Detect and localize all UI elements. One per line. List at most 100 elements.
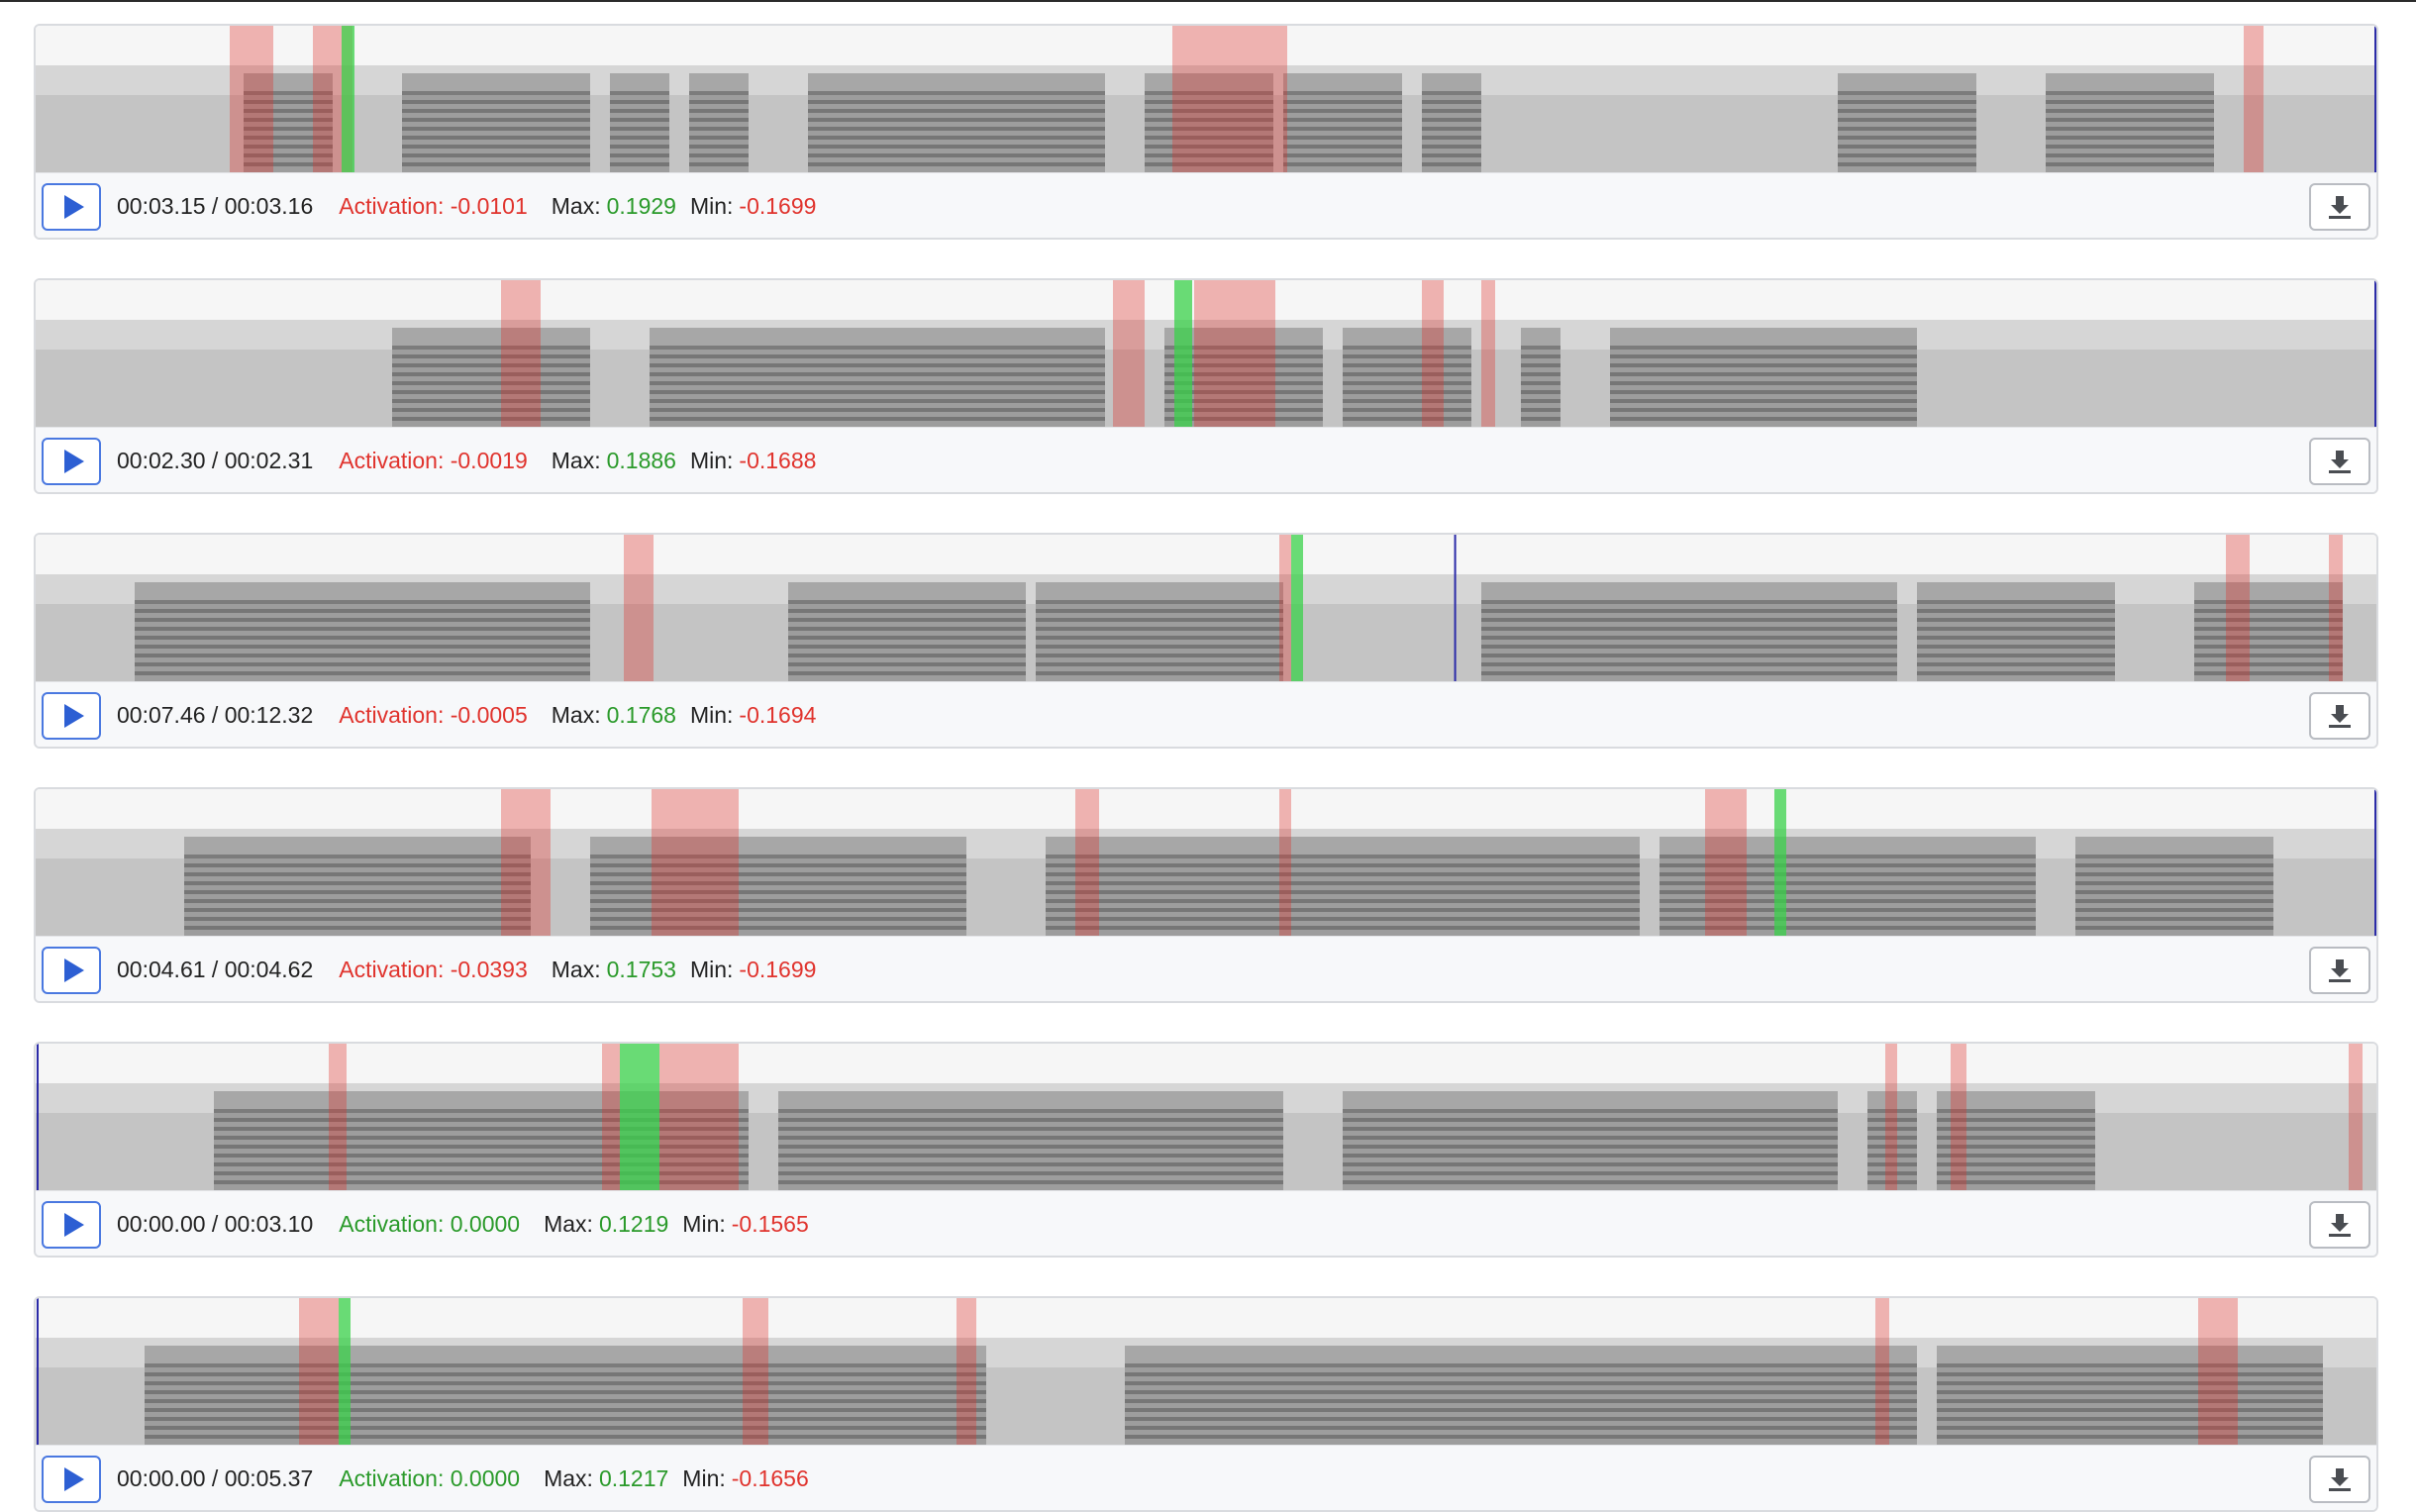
min-label: Min:	[689, 447, 734, 473]
activation-text: Activation: -0.0393	[339, 957, 528, 983]
min-label: Min:	[682, 1210, 726, 1237]
playhead[interactable]	[2374, 789, 2376, 936]
min-value: -0.1699	[739, 956, 817, 982]
activation-value: -0.0019	[450, 447, 528, 473]
play-button[interactable]	[42, 1201, 101, 1249]
download-button[interactable]	[2309, 1201, 2370, 1249]
download-icon	[2329, 959, 2351, 982]
min-label: Min:	[689, 956, 734, 982]
activation-text: Activation: 0.0000	[339, 1211, 520, 1238]
play-icon	[63, 1213, 84, 1237]
download-icon	[2329, 451, 2351, 473]
spectrogram[interactable]	[36, 535, 2376, 681]
time-display: 00:03.15 / 00:03.16	[117, 192, 314, 219]
clip-card: 00:03.15 / 00:03.16 Activation: -0.0101 …	[34, 24, 2378, 240]
activation-label: Activation:	[339, 956, 445, 982]
activation-value: -0.0393	[450, 956, 528, 982]
activation-text: Activation: -0.0101	[339, 193, 528, 220]
activation-text: Activation: -0.0019	[339, 448, 528, 474]
spectrogram-canvas	[36, 280, 2376, 427]
download-button[interactable]	[2309, 947, 2370, 994]
activation-text: Activation: -0.0005	[339, 702, 528, 729]
max-label: Max:	[551, 192, 601, 219]
spectrogram-canvas	[36, 789, 2376, 936]
playhead[interactable]	[2374, 280, 2376, 427]
time-display: 00:04.61 / 00:04.62	[117, 956, 314, 982]
player-controls: 00:02.30 / 00:02.31 Activation: -0.0019 …	[36, 427, 2376, 492]
min-label: Min:	[682, 1464, 726, 1491]
play-button[interactable]	[42, 947, 101, 994]
play-button[interactable]	[42, 692, 101, 740]
spectrogram[interactable]	[36, 1298, 2376, 1445]
player-controls: 00:00.00 / 00:03.10 Activation: 0.0000 M…	[36, 1190, 2376, 1256]
clip-card: 00:00.00 / 00:03.10 Activation: 0.0000 M…	[34, 1042, 2378, 1258]
activation-label: Activation:	[339, 447, 445, 473]
activation-label: Activation:	[339, 1210, 445, 1237]
clip-card: 00:07.46 / 00:12.32 Activation: -0.0005 …	[34, 533, 2378, 749]
max-value: 0.1217	[598, 1464, 669, 1491]
download-button[interactable]	[2309, 692, 2370, 740]
max-value: 0.1219	[598, 1210, 669, 1237]
playhead[interactable]	[37, 1298, 39, 1445]
activation-label: Activation:	[339, 1464, 445, 1491]
time-display: 00:02.30 / 00:02.31	[117, 447, 314, 473]
play-icon	[63, 195, 84, 219]
spectrogram-canvas	[36, 26, 2376, 172]
spectrogram-canvas	[36, 1298, 2376, 1445]
download-icon	[2329, 1468, 2351, 1491]
activation-value: -0.0101	[450, 192, 528, 219]
min-value: -0.1699	[739, 192, 817, 219]
min-value: -0.1656	[731, 1464, 809, 1491]
activation-value: 0.0000	[450, 1464, 521, 1491]
max-value: 0.1768	[606, 701, 676, 728]
player-controls: 00:03.15 / 00:03.16 Activation: -0.0101 …	[36, 172, 2376, 238]
play-icon	[63, 450, 84, 473]
spectrogram[interactable]	[36, 280, 2376, 427]
window-top-border	[0, 0, 2416, 2]
max-label: Max:	[551, 701, 601, 728]
download-icon	[2329, 705, 2351, 728]
spectrogram[interactable]	[36, 789, 2376, 936]
activation-text: Activation: 0.0000	[339, 1465, 520, 1492]
clip-card: 00:02.30 / 00:02.31 Activation: -0.0019 …	[34, 278, 2378, 494]
activation-value: -0.0005	[450, 701, 528, 728]
clip-meta: 00:07.46 / 00:12.32 Activation: -0.0005 …	[117, 682, 817, 747]
player-controls: 00:00.00 / 00:05.37 Activation: 0.0000 M…	[36, 1445, 2376, 1510]
activation-label: Activation:	[339, 192, 445, 219]
min-value: -0.1565	[731, 1210, 809, 1237]
max-value: 0.1753	[606, 956, 676, 982]
min-label: Min:	[689, 701, 734, 728]
play-icon	[63, 958, 84, 982]
playhead[interactable]	[2374, 26, 2376, 172]
min-value: -0.1688	[739, 447, 817, 473]
play-button[interactable]	[42, 183, 101, 231]
max-label: Max:	[544, 1464, 593, 1491]
max-value: 0.1929	[606, 192, 676, 219]
min-value: -0.1694	[739, 701, 817, 728]
clip-card: 00:00.00 / 00:05.37 Activation: 0.0000 M…	[34, 1296, 2378, 1512]
max-value: 0.1886	[606, 447, 676, 473]
download-icon	[2329, 1214, 2351, 1237]
play-icon	[63, 704, 84, 728]
clip-meta: 00:04.61 / 00:04.62 Activation: -0.0393 …	[117, 937, 817, 1001]
spectrogram[interactable]	[36, 26, 2376, 172]
clip-meta: 00:03.15 / 00:03.16 Activation: -0.0101 …	[117, 173, 817, 238]
play-button[interactable]	[42, 1456, 101, 1503]
max-label: Max:	[551, 956, 601, 982]
playhead[interactable]	[1454, 535, 1457, 681]
spectrogram-canvas	[36, 1044, 2376, 1190]
clip-meta: 00:00.00 / 00:03.10 Activation: 0.0000 M…	[117, 1191, 809, 1256]
download-button[interactable]	[2309, 183, 2370, 231]
download-button[interactable]	[2309, 438, 2370, 485]
player-controls: 00:07.46 / 00:12.32 Activation: -0.0005 …	[36, 681, 2376, 747]
download-button[interactable]	[2309, 1456, 2370, 1503]
play-button[interactable]	[42, 438, 101, 485]
playhead[interactable]	[37, 1044, 39, 1190]
spectrogram-canvas	[36, 535, 2376, 681]
max-label: Max:	[544, 1210, 593, 1237]
spectrogram[interactable]	[36, 1044, 2376, 1190]
max-label: Max:	[551, 447, 601, 473]
clip-meta: 00:00.00 / 00:05.37 Activation: 0.0000 M…	[117, 1446, 809, 1510]
clip-meta: 00:02.30 / 00:02.31 Activation: -0.0019 …	[117, 428, 817, 492]
player-controls: 00:04.61 / 00:04.62 Activation: -0.0393 …	[36, 936, 2376, 1001]
